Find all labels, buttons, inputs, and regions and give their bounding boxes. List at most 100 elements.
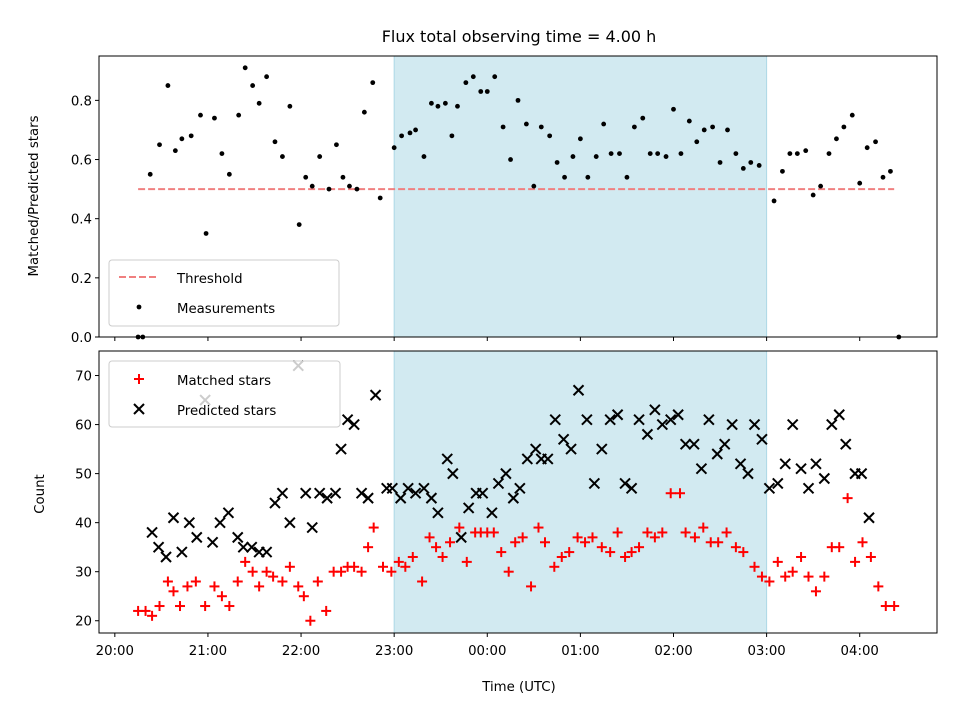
measurement-point [484, 89, 490, 94]
measurement-point [317, 154, 323, 159]
predicted-star-point [672, 409, 684, 421]
count-axes-frame [98, 350, 938, 634]
predicted-star-point [695, 462, 708, 475]
measurement-point [864, 145, 870, 151]
measurement-point [686, 118, 692, 124]
x-marker-b [549, 413, 561, 426]
measurement-point [624, 174, 630, 180]
predicted-star-point [313, 487, 326, 499]
predicted-star-point [476, 487, 489, 499]
measurement-point [818, 183, 824, 189]
measurement-point [334, 142, 339, 148]
predicted-star-point [214, 516, 226, 529]
predicted-star-point [855, 467, 868, 480]
predicted-star-point [818, 472, 831, 485]
predicted-star-point [394, 492, 407, 504]
predicted-star-point [507, 492, 520, 504]
measurement-point [547, 133, 553, 139]
measurement-point [538, 124, 544, 130]
x-marker-b [748, 418, 761, 431]
legend-predicted-label: Predicted stars [177, 404, 276, 419]
matched-star-point [400, 561, 411, 572]
matched-star-point [834, 542, 845, 553]
x-marker-b [455, 531, 467, 544]
x-marker-b [355, 487, 368, 499]
predicted-star-point [772, 477, 784, 490]
measurement-point [640, 115, 646, 121]
predicted-star-point [572, 384, 585, 396]
count-highlight-span [393, 350, 768, 634]
matched-star-point [533, 522, 544, 533]
matched-star-point [454, 522, 465, 533]
matched-star-point [190, 576, 201, 587]
x-marker-b [688, 438, 700, 450]
x-marker-b [695, 462, 708, 475]
predicted-star-point [756, 433, 768, 445]
matched-star-point [284, 561, 295, 572]
measurement-point [810, 192, 816, 198]
count-legend: Matched stars Predicted stars [108, 360, 341, 428]
measurement-point [725, 127, 730, 133]
predicted-star-point [362, 492, 374, 504]
matched-star-point [254, 581, 265, 592]
matched-star-point [261, 566, 272, 577]
measurement-point [421, 154, 427, 159]
predicted-star-point [167, 512, 180, 524]
count-y-axis-label: Count [33, 474, 48, 514]
measurement-point [857, 180, 863, 186]
ratio-axes-frame [98, 55, 938, 338]
measurement-point [370, 80, 376, 86]
matched-star-point [842, 493, 853, 504]
predicted-star-point [840, 438, 852, 450]
x-tick-label: 03:00 [747, 644, 785, 659]
x-marker-b [726, 418, 738, 431]
x-marker-b [329, 487, 342, 499]
x-marker-b [542, 453, 554, 465]
x-marker-b [362, 492, 374, 504]
matched-star-point [772, 556, 783, 567]
legend-measurements-label: Measurements [177, 302, 275, 317]
measurement-point [242, 65, 248, 71]
x-marker-b [191, 531, 203, 544]
measurement-point [515, 97, 521, 103]
predicted-star-point [206, 536, 219, 548]
x-tick-label: 20:00 [96, 644, 134, 659]
matched-star-point [393, 556, 404, 567]
predicted-star-point [329, 487, 342, 499]
predicted-star-point [549, 413, 561, 426]
x-marker-b [183, 516, 196, 529]
predicted-star-point [557, 433, 570, 445]
predicted-star-point [455, 531, 467, 544]
legend-box [108, 259, 340, 327]
x-marker-b [214, 516, 226, 529]
measurement-point [873, 139, 878, 145]
x-marker-b [432, 507, 444, 519]
predicted-star-point [355, 487, 368, 499]
x-marker-b [619, 477, 631, 490]
measurement-point [562, 174, 567, 180]
predicted-star-point [521, 453, 534, 465]
matched-star-point [356, 566, 367, 577]
predicted-star-point [604, 413, 616, 426]
measurement-point [272, 139, 278, 145]
x-tick-label: 02:00 [654, 644, 692, 659]
predicted-star-point [284, 516, 296, 529]
matched-star-point [657, 527, 668, 538]
predicted-star-point [748, 418, 761, 431]
predicted-star-point [581, 413, 593, 426]
predicted-star-point [802, 482, 815, 495]
matched-star-point [200, 601, 211, 612]
x-marker-b [672, 409, 684, 421]
predicted-star-point [299, 487, 312, 499]
x-marker-b [492, 477, 505, 490]
measurement-point [435, 103, 441, 109]
legend-predicted-swatch-b [133, 403, 145, 415]
matched-star-point [857, 537, 868, 548]
matched-star-point [377, 561, 388, 572]
measurement-point [303, 174, 309, 180]
matched-star-point [488, 527, 499, 538]
x-marker-b [394, 492, 407, 504]
measurement-point [256, 100, 262, 106]
predicted-star-point [588, 477, 601, 490]
matched-star-point [810, 586, 821, 597]
